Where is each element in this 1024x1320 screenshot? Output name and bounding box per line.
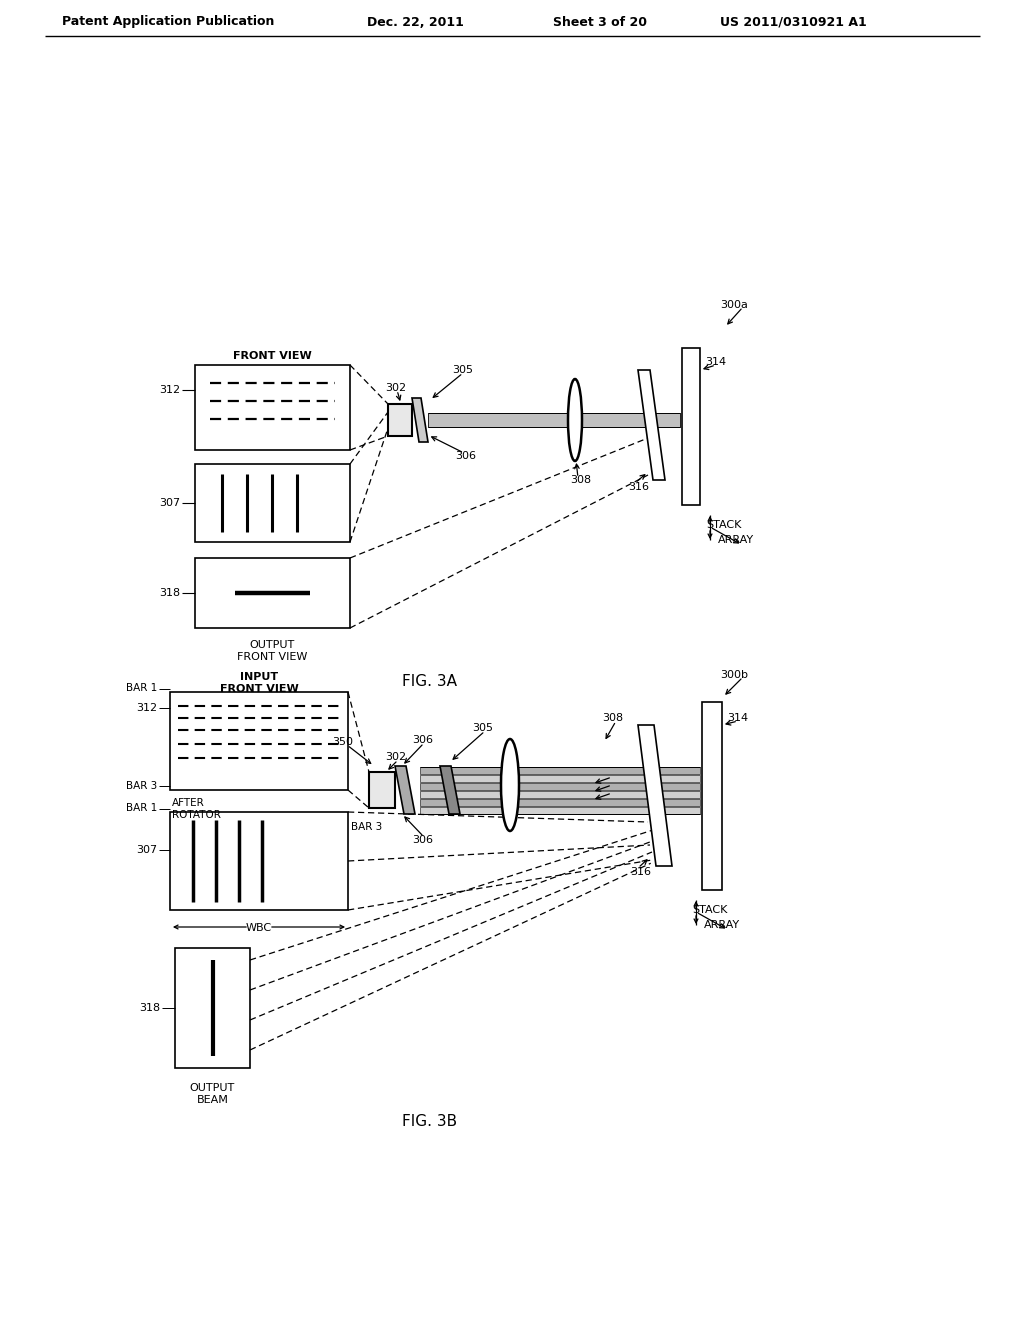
Polygon shape	[682, 348, 700, 506]
Polygon shape	[638, 370, 665, 480]
Text: WBC: WBC	[246, 923, 272, 933]
Bar	[420, 783, 700, 789]
Bar	[170, 812, 348, 909]
Text: ARRAY: ARRAY	[705, 920, 740, 931]
Text: Dec. 22, 2011: Dec. 22, 2011	[367, 16, 464, 29]
Text: BAR 1: BAR 1	[126, 682, 157, 693]
Bar	[420, 807, 700, 813]
Text: 305: 305	[472, 723, 493, 733]
Text: Sheet 3 of 20: Sheet 3 of 20	[553, 16, 647, 29]
Text: OUTPUT
BEAM: OUTPUT BEAM	[189, 1082, 236, 1105]
Text: AFTER
ROTATOR: AFTER ROTATOR	[172, 799, 221, 820]
Ellipse shape	[501, 739, 519, 832]
Text: 300a: 300a	[720, 300, 748, 310]
Bar	[170, 692, 348, 789]
Text: STACK: STACK	[706, 520, 741, 531]
Text: 312: 312	[159, 385, 180, 395]
Text: 306: 306	[455, 451, 476, 461]
Text: STACK: STACK	[692, 906, 727, 915]
Text: OUTPUT
FRONT VIEW: OUTPUT FRONT VIEW	[238, 640, 307, 661]
Text: 302: 302	[385, 752, 407, 762]
Text: 318: 318	[139, 1003, 160, 1012]
Text: BAR 3: BAR 3	[351, 822, 382, 832]
Ellipse shape	[568, 379, 582, 461]
Text: 308: 308	[570, 475, 591, 484]
Bar	[428, 413, 680, 426]
Text: BAR 1: BAR 1	[126, 803, 157, 813]
Polygon shape	[412, 399, 428, 442]
Bar	[195, 366, 350, 450]
Text: 318: 318	[159, 587, 180, 598]
Polygon shape	[638, 725, 672, 866]
Bar	[420, 767, 700, 774]
Bar	[195, 558, 350, 628]
Bar	[420, 791, 700, 797]
Text: 312: 312	[136, 704, 157, 713]
Text: 316: 316	[628, 482, 649, 492]
Text: 307: 307	[159, 498, 180, 508]
Polygon shape	[440, 766, 460, 814]
Text: 300b: 300b	[720, 671, 748, 680]
Text: FRONT VIEW: FRONT VIEW	[233, 351, 312, 360]
Bar	[175, 948, 250, 1068]
Text: 307: 307	[136, 845, 157, 855]
Text: FIG. 3B: FIG. 3B	[402, 1114, 458, 1130]
Text: 314: 314	[705, 356, 726, 367]
Text: BAR 3: BAR 3	[126, 781, 157, 791]
Text: 306: 306	[412, 836, 433, 845]
Text: 316: 316	[630, 867, 651, 876]
Bar	[420, 799, 700, 805]
Polygon shape	[702, 702, 722, 890]
Text: FIG. 3A: FIG. 3A	[402, 675, 458, 689]
Text: 314: 314	[727, 713, 749, 723]
Bar	[369, 772, 395, 808]
Bar	[420, 775, 700, 781]
Bar	[195, 465, 350, 543]
Text: ARRAY: ARRAY	[718, 535, 754, 545]
Text: 306: 306	[412, 735, 433, 744]
Text: INPUT
FRONT VIEW: INPUT FRONT VIEW	[219, 672, 298, 694]
Text: 302: 302	[385, 383, 407, 393]
Text: 305: 305	[452, 366, 473, 375]
Text: Patent Application Publication: Patent Application Publication	[62, 16, 274, 29]
Text: US 2011/0310921 A1: US 2011/0310921 A1	[720, 16, 866, 29]
Text: 308: 308	[602, 713, 624, 723]
Text: 350: 350	[332, 737, 353, 747]
Polygon shape	[395, 766, 415, 814]
Bar	[388, 404, 412, 436]
